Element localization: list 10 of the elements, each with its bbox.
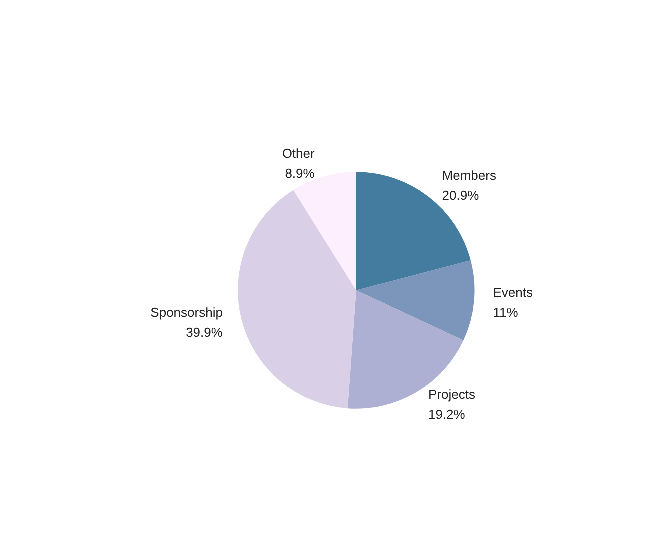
data-label: 19.2% xyxy=(428,407,466,422)
data-label: 11% xyxy=(493,304,519,320)
slice-label: Projects xyxy=(428,387,476,402)
data-label: 20.9% xyxy=(442,188,480,204)
data-label: 8.9% xyxy=(285,166,316,181)
slice-label: Members xyxy=(442,168,497,184)
slice-label: Sponsorship xyxy=(150,304,223,320)
slice-label: Other xyxy=(282,146,316,161)
data-label: 39.9% xyxy=(186,324,224,340)
slice-label: Events xyxy=(493,284,534,300)
